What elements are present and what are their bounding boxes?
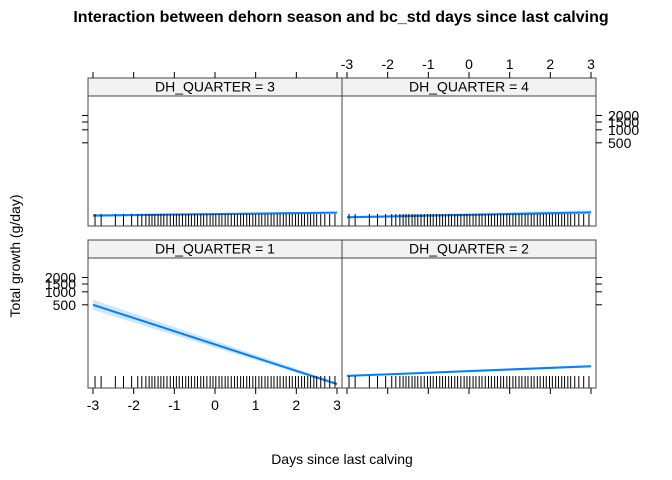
y-axis-label: Total growth (g/day): [7, 195, 23, 318]
x-tick-label: 0: [465, 56, 473, 72]
panel-2: DH_QUARTER = 4: [341, 77, 597, 227]
x-tick-label: 3: [333, 397, 341, 413]
panel-strip-label: DH_QUARTER = 4: [409, 79, 529, 95]
x-tick-label: 3: [587, 56, 595, 72]
x-axis-bottom: -3 -2 -1 0 1 2 3: [87, 388, 341, 413]
y-tick-label: 1000: [608, 122, 639, 138]
x-tick-label: -3: [341, 56, 354, 72]
rug: [94, 376, 336, 388]
panel-frame: [87, 95, 343, 227]
x-ticks-bottom-right: [346, 388, 592, 394]
y-tick-label: 1500: [45, 276, 76, 292]
fit-line: [346, 211, 592, 219]
x-tick-label: 1: [506, 56, 514, 72]
x-tick-label: 2: [292, 397, 300, 413]
x-tick-label: 0: [211, 397, 219, 413]
x-axis-top: -3 -2 -1 0 1 2 3: [341, 56, 595, 78]
rug: [94, 214, 336, 226]
rug: [348, 214, 590, 226]
x-tick-label: -1: [422, 56, 435, 72]
y-tick-label: 2000: [608, 108, 639, 124]
fit-line: [92, 303, 338, 386]
y-tick-label: 1000: [45, 284, 76, 300]
panel-strip-label: DH_QUARTER = 2: [409, 241, 529, 257]
rug: [348, 376, 590, 388]
x-tick-label: -2: [127, 397, 140, 413]
panel-3: DH_QUARTER = 1: [87, 239, 343, 389]
y-tick-label: 2000: [45, 270, 76, 286]
x-tick-label: 2: [546, 56, 554, 72]
chart-title: Interaction between dehorn season and bc…: [73, 9, 608, 26]
panel-strip-label: DH_QUARTER = 1: [155, 241, 275, 257]
fit-line: [346, 365, 592, 377]
panels-layer: DH_QUARTER = 3 DH_QUARTER = 4 DH_QUARTER =…: [87, 77, 597, 389]
axes-layer: -3 -2 -1 0 1 2 3-3 -2 -1 0 1 2 350010001500200050010…: [45, 56, 640, 413]
x-tick-label: -1: [168, 397, 181, 413]
x-tick-label: -2: [381, 56, 394, 72]
x-tick-label: -3: [87, 397, 100, 413]
x-tick-label: 1: [252, 397, 260, 413]
panel-4: DH_QUARTER = 2: [341, 239, 597, 389]
y-ticks-right-bottom: [596, 277, 602, 306]
panel-frame: [341, 95, 597, 227]
x-ticks-top-left: [92, 72, 338, 78]
y-tick-label: 500: [53, 297, 77, 313]
panel-1: DH_QUARTER = 3: [87, 77, 343, 227]
panel-frame: [87, 257, 343, 389]
y-tick-label: 500: [608, 135, 632, 151]
y-ticks-left-top: [82, 115, 88, 144]
y-tick-label: 1500: [608, 114, 639, 130]
fit-line: [92, 211, 338, 217]
panel-strip-label: DH_QUARTER = 3: [155, 79, 275, 95]
x-axis-label: Days since last calving: [271, 451, 413, 467]
